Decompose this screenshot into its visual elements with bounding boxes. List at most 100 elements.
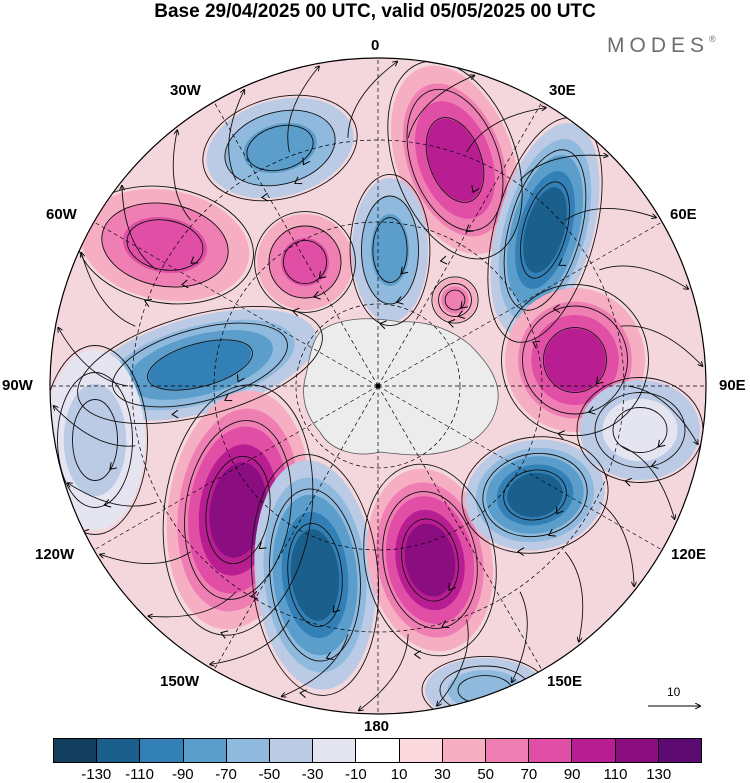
modes-logo: MODES® <box>607 34 716 58</box>
streamline-arrow <box>181 279 189 289</box>
streamline <box>401 518 459 602</box>
anomaly-contour-fill <box>404 523 456 597</box>
streamline-arrow <box>224 393 233 402</box>
registered-mark: ® <box>709 34 716 44</box>
streamline-arrow <box>325 651 334 661</box>
colorbar-tick-label: 110 <box>603 766 628 783</box>
streamline-arrow <box>556 506 564 515</box>
meridian-line <box>377 100 544 387</box>
colorbar-swatch <box>356 739 400 762</box>
streamline <box>81 253 136 327</box>
meridian-line <box>212 385 379 672</box>
streamline-arrow <box>595 376 604 385</box>
streamline <box>224 109 336 187</box>
colorbar-tick-label: -130 <box>81 766 112 783</box>
colorbar-tick-label: 130 <box>646 766 672 783</box>
streamline <box>503 469 567 521</box>
colorbar-swatch <box>442 739 487 762</box>
streamline-arrow <box>517 547 525 557</box>
streamline <box>594 392 686 468</box>
streamline-arrow <box>378 320 387 330</box>
streamline <box>210 619 290 665</box>
streamline <box>627 385 698 444</box>
streamline <box>599 265 688 289</box>
streamline-arrow <box>258 541 267 550</box>
anomaly-field <box>50 65 700 714</box>
colorbar-tick-label: 70 <box>520 766 538 783</box>
lon-label-60w: 60W <box>46 206 77 223</box>
streamline-arrow <box>143 298 152 308</box>
anomaly-contour-fill <box>243 122 317 174</box>
streamline-arrow <box>103 499 112 508</box>
colorbar <box>53 738 702 763</box>
anomaly-contour-fill <box>209 462 267 558</box>
streamline-arrow <box>460 301 468 309</box>
lon-label-90w: 90W <box>2 377 33 394</box>
streamline <box>372 217 408 283</box>
antarctica-landmass <box>303 318 499 456</box>
streamline <box>205 455 271 565</box>
streamline <box>512 591 528 682</box>
streamline-arrow <box>502 694 511 703</box>
streamline <box>382 491 478 629</box>
meridian-line <box>377 385 664 552</box>
streamline <box>407 76 474 138</box>
streamline-arrow <box>587 406 596 415</box>
modes-logo-text: MODES <box>607 34 710 57</box>
latitude-circle <box>295 303 461 469</box>
colorbar-tick-label: 90 <box>563 766 581 783</box>
meridian-line <box>377 220 664 387</box>
streamline-arrow <box>465 224 474 232</box>
lon-label-30w: 30W <box>170 82 201 99</box>
streamline <box>126 219 204 271</box>
streamline <box>466 108 546 153</box>
streamline <box>50 345 148 535</box>
colorbar-swatch <box>313 739 357 762</box>
lon-label-180: 180 <box>364 718 390 735</box>
streamline-arrow <box>439 255 448 265</box>
streamline-arrow <box>457 310 466 319</box>
streamline-arrow <box>171 409 179 419</box>
streamline-arrow <box>532 340 541 349</box>
anomaly-contour-fill <box>427 118 483 202</box>
streamline-arrow <box>332 605 341 613</box>
streamline <box>501 283 649 437</box>
streamline <box>268 225 342 299</box>
streamline-arrow <box>294 176 303 185</box>
streamline-arrow <box>448 583 456 591</box>
streamline-arrow <box>236 374 245 383</box>
lon-label-60e: 60E <box>670 206 697 223</box>
lon-label-120e: 120E <box>671 546 707 563</box>
streamline-arrow <box>495 707 504 714</box>
streamline <box>520 181 570 279</box>
lon-label-30e: 30E <box>549 82 576 99</box>
streamline-arrow <box>109 462 118 471</box>
streamline <box>361 195 419 305</box>
streamline <box>363 463 497 657</box>
anomaly-contour-fill <box>602 398 678 462</box>
streamline <box>228 90 245 181</box>
streamline <box>184 420 292 600</box>
streamline <box>438 283 472 317</box>
streamline <box>359 634 409 710</box>
streamline-arrow <box>552 304 561 314</box>
streamline <box>287 66 319 153</box>
streamline <box>522 305 628 415</box>
colorbar-tick-label: 10 <box>390 766 408 783</box>
streamline-arrow <box>547 528 557 537</box>
lat-lon-grid <box>50 58 706 714</box>
streamline <box>620 325 703 366</box>
colorbar-swatch <box>270 739 314 762</box>
anomaly-contour-fill <box>507 472 563 518</box>
streamline <box>282 634 349 696</box>
streamline <box>599 501 634 586</box>
anomaly-contour-fill <box>544 328 606 392</box>
colorbar-swatch <box>399 739 443 762</box>
streamline <box>148 591 237 617</box>
streamline <box>112 322 288 408</box>
pole-marker <box>375 383 381 389</box>
meridian-line <box>212 100 379 387</box>
streamline <box>482 452 588 538</box>
streamline <box>100 551 192 564</box>
vector-reference-label: 10 <box>667 685 681 699</box>
